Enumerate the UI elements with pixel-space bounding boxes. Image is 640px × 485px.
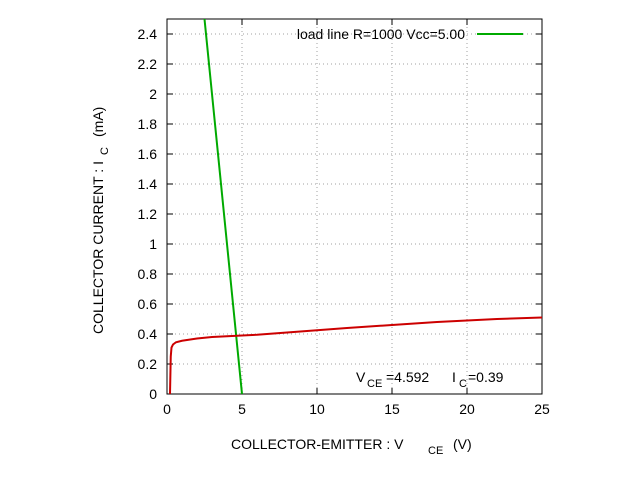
x-tick-label: 0 bbox=[163, 401, 171, 417]
legend: load line R=1000 Vcc=5.00 bbox=[297, 26, 523, 42]
x-tick-label: 25 bbox=[534, 401, 550, 417]
y-axis-label-main: COLLECTOR CURRENT : I bbox=[90, 161, 106, 334]
y-tick-label: 0 bbox=[149, 386, 157, 402]
vce-label: V bbox=[356, 369, 366, 385]
vce-value: =4.592 bbox=[386, 369, 429, 385]
ic-subscript: C bbox=[459, 378, 467, 390]
y-axis-label-sub: C bbox=[99, 147, 111, 155]
legend-label: load line R=1000 Vcc=5.00 bbox=[297, 26, 465, 42]
y-tick-label: 0.2 bbox=[138, 356, 158, 372]
y-tick-label: 2 bbox=[149, 86, 157, 102]
y-tick-label: 1 bbox=[149, 236, 157, 252]
y-axis-label: COLLECTOR CURRENT : I C (mA) bbox=[90, 107, 111, 334]
axis-ticks: 0 5 10 15 20 25 0 0.2 0.4 0.6 0.8 1 1.2 1.4 1.6 1.8 2 2.2… bbox=[138, 19, 550, 417]
y-tick-label: 0.4 bbox=[138, 326, 158, 342]
x-axis-label-main: COLLECTOR-EMITTER : V bbox=[231, 436, 404, 452]
vce-subscript: CE bbox=[367, 378, 382, 390]
y-tick-label: 2.2 bbox=[138, 56, 158, 72]
y-tick-label: 1.8 bbox=[138, 116, 158, 132]
load-line-line bbox=[203, 19, 243, 394]
x-axis-label: COLLECTOR-EMITTER : V CE (V) bbox=[231, 436, 472, 457]
ic-label: I bbox=[452, 369, 456, 385]
y-tick-label: 0.8 bbox=[138, 266, 158, 282]
y-tick-label: 0.6 bbox=[138, 296, 158, 312]
y-axis-label-unit: (mA) bbox=[90, 107, 106, 137]
y-tick-label: 1.6 bbox=[138, 146, 158, 162]
x-tick-label: 20 bbox=[459, 401, 475, 417]
series-layer bbox=[169, 19, 542, 394]
x-axis-label-sub: CE bbox=[428, 445, 443, 457]
y-tick-label: 1.4 bbox=[138, 176, 158, 192]
x-axis-label-unit: (V) bbox=[453, 436, 472, 452]
x-tick-label: 5 bbox=[238, 401, 246, 417]
ic-value: =0.39 bbox=[468, 369, 504, 385]
operating-point-annotation: V CE =4.592 I C =0.39 bbox=[356, 369, 504, 390]
y-tick-label: 1.2 bbox=[138, 206, 158, 222]
x-tick-label: 10 bbox=[309, 401, 325, 417]
x-tick-label: 15 bbox=[384, 401, 400, 417]
collector-curve-line bbox=[169, 316, 542, 394]
y-tick-label: 2.4 bbox=[138, 26, 158, 42]
plot-frame bbox=[166, 18, 543, 395]
